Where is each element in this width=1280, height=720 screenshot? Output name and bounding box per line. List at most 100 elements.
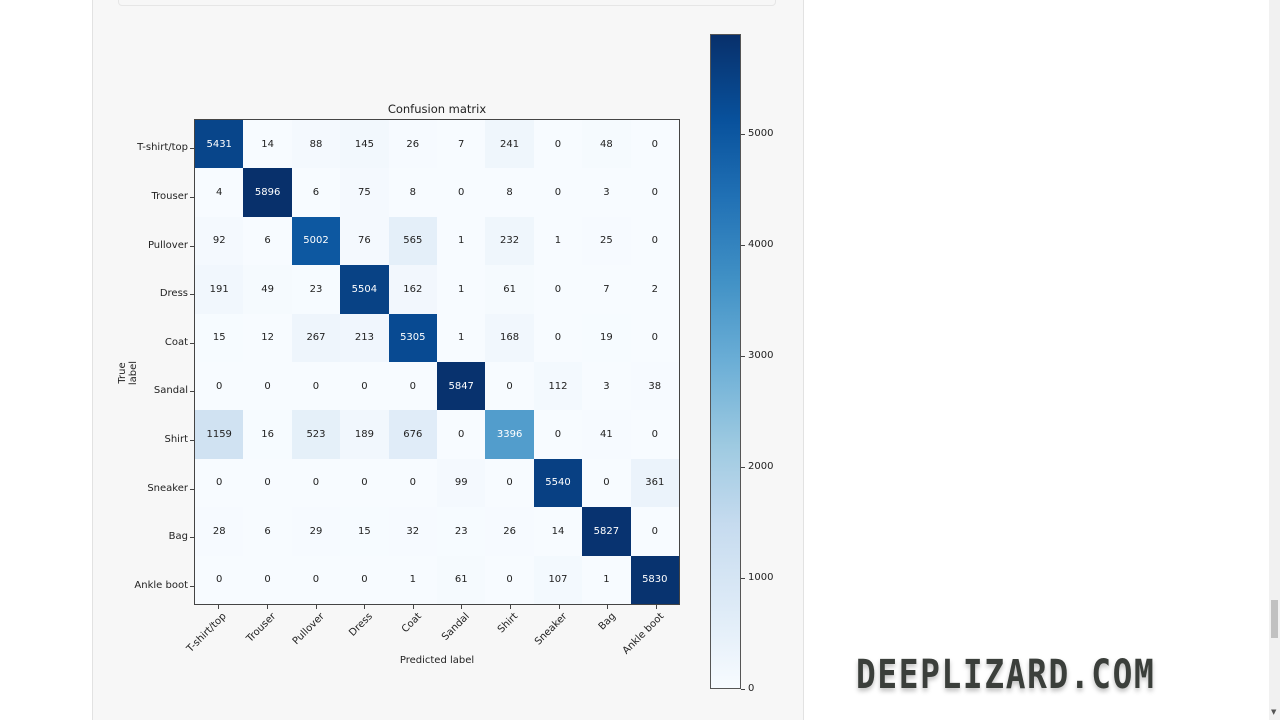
matrix-cell: 5827 xyxy=(582,507,631,556)
matrix-cell: 7 xyxy=(582,265,631,314)
matrix-cell: 3396 xyxy=(485,410,534,459)
matrix-cell: 361 xyxy=(630,458,679,508)
matrix-cell: 0 xyxy=(582,458,631,508)
scroll-down-arrow-icon[interactable]: ▼ xyxy=(1271,708,1277,716)
matrix-cell: 1 xyxy=(533,216,583,266)
matrix-cell: 1159 xyxy=(195,410,244,459)
matrix-cell: 168 xyxy=(485,313,534,362)
matrix-cell: 0 xyxy=(533,168,583,217)
y-tick-mark xyxy=(190,294,194,296)
matrix-cell: 49 xyxy=(243,265,292,314)
y-axis-title: True label xyxy=(117,360,139,386)
matrix-cell: 0 xyxy=(243,362,292,411)
matrix-cell: 0 xyxy=(243,555,292,604)
matrix-cell: 112 xyxy=(533,362,583,411)
matrix-cell: 0 xyxy=(340,458,389,508)
matrix-cell: 92 xyxy=(195,216,244,266)
matrix-cell: 5540 xyxy=(533,458,583,508)
matrix-cell: 5002 xyxy=(291,216,341,266)
matrix-cell: 0 xyxy=(388,458,437,508)
y-tick-mark xyxy=(190,391,194,393)
x-tick-mark xyxy=(607,605,609,609)
x-tick-mark xyxy=(412,605,414,609)
matrix-cell: 213 xyxy=(340,313,389,362)
matrix-cell: 1 xyxy=(437,265,486,314)
colorbar-tick-label: 5000 xyxy=(748,127,774,139)
y-tick-mark xyxy=(190,245,194,247)
matrix-cell: 1 xyxy=(437,216,486,266)
colorbar-tick-label: 4000 xyxy=(748,238,774,250)
matrix-cell: 0 xyxy=(291,458,341,508)
page-scrollbar[interactable] xyxy=(1269,0,1280,720)
matrix-cell: 0 xyxy=(485,362,534,411)
matrix-cell: 5896 xyxy=(243,168,292,217)
y-tick-label: Coat xyxy=(164,336,188,348)
y-tick-label: Bag xyxy=(168,531,188,543)
matrix-cell: 75 xyxy=(340,168,389,217)
colorbar-tick-mark xyxy=(741,466,745,468)
matrix-cell: 0 xyxy=(533,120,583,169)
matrix-cell: 0 xyxy=(630,216,679,266)
matrix-cell: 107 xyxy=(533,555,583,604)
matrix-cell: 48 xyxy=(582,120,631,169)
x-tick-mark xyxy=(509,605,511,609)
matrix-cell: 0 xyxy=(195,458,244,508)
matrix-cell: 5504 xyxy=(340,265,389,314)
matrix-cell: 15 xyxy=(340,507,389,556)
matrix-cell: 232 xyxy=(485,216,534,266)
matrix-cell: 0 xyxy=(243,458,292,508)
colorbar-tick-label: 1000 xyxy=(748,571,774,583)
matrix-cell: 267 xyxy=(291,313,341,362)
matrix-cell: 6 xyxy=(291,168,341,217)
matrix-cell: 1 xyxy=(582,555,631,604)
matrix-cell: 5847 xyxy=(437,362,486,411)
matrix-cell: 565 xyxy=(388,216,437,266)
x-tick-mark xyxy=(315,605,317,609)
colorbar-tick-mark xyxy=(741,355,745,357)
x-tick-mark xyxy=(218,605,220,609)
matrix-cell: 0 xyxy=(437,410,486,459)
matrix-cell: 12 xyxy=(243,313,292,362)
matrix-cell: 8 xyxy=(388,168,437,217)
matrix-cell: 0 xyxy=(195,362,244,411)
x-tick-mark xyxy=(655,605,657,609)
matrix-cell: 1 xyxy=(388,555,437,604)
matrix-cell: 5830 xyxy=(630,555,679,604)
matrix-cell: 0 xyxy=(630,120,679,169)
matrix-cell: 61 xyxy=(437,555,486,604)
y-tick-label: Sneaker xyxy=(147,482,188,494)
colorbar-tick-label: 0 xyxy=(748,683,755,694)
y-tick-label: T-shirt/top xyxy=(137,142,188,154)
matrix-cell: 0 xyxy=(340,362,389,411)
matrix-cell: 14 xyxy=(533,507,583,556)
matrix-cell: 26 xyxy=(388,120,437,169)
matrix-cell: 3 xyxy=(582,362,631,411)
colorbar-tick-mark xyxy=(741,133,745,135)
matrix-cell: 6 xyxy=(243,507,292,556)
scrollbar-thumb[interactable] xyxy=(1271,600,1278,638)
y-tick-label: Sandal xyxy=(153,385,188,397)
matrix-cell: 0 xyxy=(630,313,679,362)
matrix-cell: 5305 xyxy=(388,313,437,362)
y-tick-mark xyxy=(190,585,194,587)
matrix-cell: 23 xyxy=(291,265,341,314)
matrix-cell: 0 xyxy=(533,265,583,314)
matrix-cell: 6 xyxy=(243,216,292,266)
matrix-cell: 1 xyxy=(437,313,486,362)
y-tick-label: Ankle boot xyxy=(134,579,188,591)
colorbar-tick-mark xyxy=(741,689,745,690)
matrix-cell: 0 xyxy=(388,362,437,411)
y-tick-mark xyxy=(190,342,194,344)
matrix-cell: 162 xyxy=(388,265,437,314)
x-tick-mark xyxy=(558,605,560,609)
x-tick-mark xyxy=(461,605,463,609)
matrix-cell: 0 xyxy=(630,507,679,556)
matrix-cell: 19 xyxy=(582,313,631,362)
x-tick-mark xyxy=(364,605,366,609)
matrix-cell: 0 xyxy=(533,410,583,459)
matrix-cell: 29 xyxy=(291,507,341,556)
matrix-cell: 0 xyxy=(485,555,534,604)
matrix-cell: 26 xyxy=(485,507,534,556)
previous-code-cell[interactable] xyxy=(118,0,776,6)
matrix-cell: 189 xyxy=(340,410,389,459)
